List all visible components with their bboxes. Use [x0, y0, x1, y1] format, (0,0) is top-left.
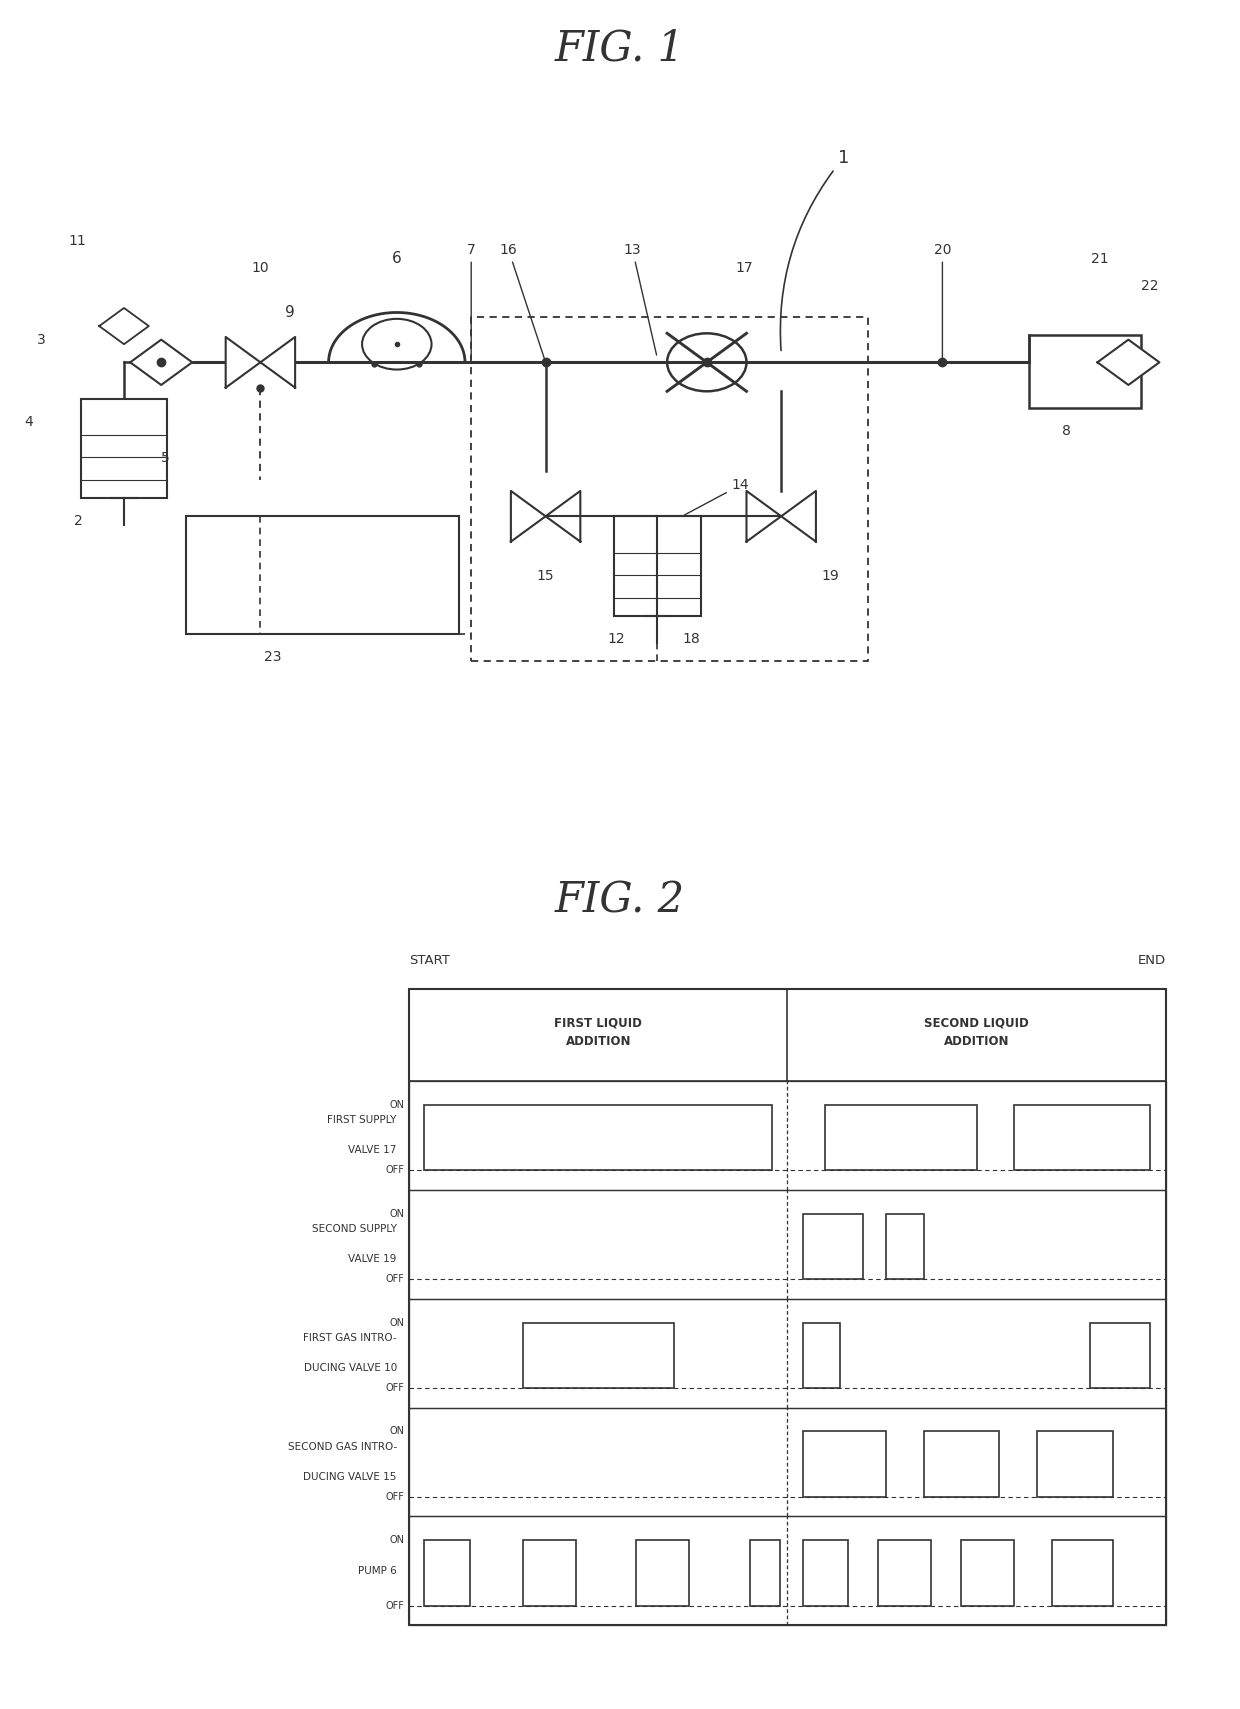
- Text: 3: 3: [37, 333, 46, 347]
- Bar: [961, 1540, 1014, 1606]
- Bar: [614, 516, 701, 615]
- Text: 14: 14: [684, 479, 749, 514]
- Bar: [802, 1213, 863, 1278]
- Bar: [636, 1540, 689, 1606]
- Bar: [885, 1213, 924, 1278]
- Polygon shape: [781, 490, 816, 542]
- Text: 8: 8: [1061, 424, 1071, 438]
- Bar: [523, 1323, 675, 1388]
- Bar: [409, 1299, 1166, 1408]
- Bar: [186, 516, 459, 634]
- Text: 9: 9: [285, 304, 295, 320]
- Text: PUMP 6: PUMP 6: [358, 1565, 397, 1576]
- Text: OFF: OFF: [386, 1275, 404, 1283]
- Polygon shape: [511, 490, 546, 542]
- Polygon shape: [260, 337, 295, 388]
- Bar: [409, 1408, 1166, 1516]
- Bar: [409, 1082, 1166, 1189]
- Text: 20: 20: [934, 243, 951, 359]
- Bar: [1037, 1432, 1112, 1497]
- Text: 21: 21: [1091, 251, 1109, 265]
- Text: 1: 1: [780, 149, 849, 350]
- Text: 2: 2: [74, 514, 83, 528]
- Polygon shape: [746, 490, 781, 542]
- Text: OFF: OFF: [386, 1383, 404, 1393]
- Text: DUCING VALVE 15: DUCING VALVE 15: [304, 1471, 397, 1482]
- Text: OFF: OFF: [386, 1166, 404, 1176]
- Polygon shape: [99, 308, 149, 344]
- Bar: [424, 1540, 470, 1606]
- Bar: [1052, 1540, 1112, 1606]
- Polygon shape: [226, 337, 260, 388]
- Text: 10: 10: [252, 261, 269, 275]
- Bar: [409, 1516, 1166, 1625]
- Text: FIG. 2: FIG. 2: [556, 880, 684, 921]
- Text: FIG. 1: FIG. 1: [556, 27, 684, 68]
- Text: 18: 18: [682, 632, 699, 646]
- Bar: [424, 1106, 773, 1171]
- Text: 4: 4: [25, 415, 33, 429]
- Text: FIRST SUPPLY: FIRST SUPPLY: [327, 1116, 397, 1125]
- Polygon shape: [546, 490, 580, 542]
- Polygon shape: [1097, 340, 1159, 385]
- Text: START: START: [409, 954, 450, 967]
- Bar: [409, 1189, 1166, 1299]
- Text: 7: 7: [466, 243, 476, 359]
- Text: END: END: [1137, 954, 1166, 967]
- Text: SECOND GAS INTRO-: SECOND GAS INTRO-: [288, 1442, 397, 1453]
- Text: ON: ON: [389, 1427, 404, 1437]
- Text: ON: ON: [389, 1318, 404, 1328]
- Text: VALVE 17: VALVE 17: [348, 1145, 397, 1155]
- Text: ON: ON: [389, 1535, 404, 1545]
- Bar: [409, 990, 1166, 1082]
- Text: ON: ON: [389, 1208, 404, 1219]
- Text: 11: 11: [68, 234, 86, 248]
- Bar: [1014, 1106, 1151, 1171]
- Text: OFF: OFF: [386, 1601, 404, 1610]
- Bar: [1029, 335, 1141, 408]
- Text: FIRST LIQUID
ADDITION: FIRST LIQUID ADDITION: [554, 1017, 642, 1048]
- Bar: [802, 1323, 841, 1388]
- Bar: [924, 1432, 999, 1497]
- Bar: [81, 398, 167, 499]
- Bar: [826, 1106, 977, 1171]
- Text: SECOND SUPPLY: SECOND SUPPLY: [311, 1224, 397, 1234]
- Bar: [878, 1540, 931, 1606]
- Bar: [802, 1432, 885, 1497]
- Text: 15: 15: [537, 569, 554, 583]
- Text: OFF: OFF: [386, 1492, 404, 1502]
- Text: VALVE 19: VALVE 19: [348, 1254, 397, 1265]
- Text: 16: 16: [500, 243, 544, 359]
- Bar: [749, 1540, 780, 1606]
- Text: 12: 12: [608, 632, 625, 646]
- Text: 23: 23: [264, 649, 281, 665]
- Text: SECOND LIQUID
ADDITION: SECOND LIQUID ADDITION: [924, 1017, 1029, 1048]
- Bar: [1090, 1323, 1151, 1388]
- Bar: [523, 1540, 575, 1606]
- Bar: [802, 1540, 848, 1606]
- Text: 17: 17: [735, 261, 753, 275]
- Text: ON: ON: [389, 1101, 404, 1109]
- Text: DUCING VALVE 10: DUCING VALVE 10: [304, 1364, 397, 1372]
- Text: 22: 22: [1141, 279, 1158, 292]
- Text: 19: 19: [822, 569, 839, 583]
- Text: FIRST GAS INTRO-: FIRST GAS INTRO-: [303, 1333, 397, 1343]
- Text: 6: 6: [392, 251, 402, 265]
- Text: 5: 5: [161, 451, 170, 465]
- Bar: [409, 990, 1166, 1625]
- Polygon shape: [130, 340, 192, 385]
- Text: 13: 13: [624, 243, 656, 355]
